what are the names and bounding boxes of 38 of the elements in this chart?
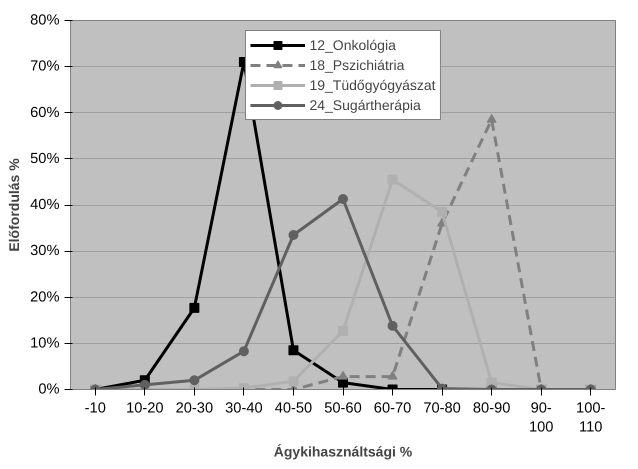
y-tick-label: 80% (30, 12, 60, 28)
y-tick-label: 70% (30, 58, 60, 75)
x-tick-label: 70-80 (423, 400, 461, 416)
x-axis-title: Ágykihasználtsági % (274, 444, 413, 460)
point (189, 302, 200, 313)
point (437, 206, 448, 217)
x-tick-label: 10-20 (126, 400, 164, 416)
y-tick-label: 10% (30, 335, 60, 352)
x-tick-label: 20-30 (176, 400, 214, 416)
legend-label: 19_Tüdőgyógyászat (309, 77, 436, 93)
y-axis-title: Előfordulás % (6, 158, 22, 252)
x-tick-label: 40-50 (274, 400, 312, 416)
point (338, 194, 348, 204)
x-tick-label: 30-40 (225, 400, 263, 416)
point (238, 346, 249, 356)
point (388, 320, 398, 331)
legend-label: 24_Sugártherápia (309, 97, 421, 113)
x-tick-label: 90-100 (528, 400, 554, 436)
point (140, 380, 150, 390)
legend-label: 12_Onkológia (309, 37, 396, 53)
y-tick-label: 0% (38, 382, 60, 398)
y-tick-label: 30% (30, 243, 60, 260)
point (388, 370, 398, 380)
y-tick-label: 20% (30, 289, 60, 306)
point (288, 345, 298, 356)
y-tick-label: 50% (30, 150, 60, 167)
x-tick-label: -10 (84, 400, 106, 416)
point (338, 370, 348, 380)
point (288, 230, 298, 240)
x-tick-label: 50-60 (324, 400, 362, 416)
y-tick-label: 60% (30, 104, 60, 121)
x-tick-label: 100-110 (576, 400, 606, 436)
legend-label: 18_Pszichiátria (309, 57, 404, 73)
point (189, 375, 200, 386)
x-tick-label: 60-70 (374, 400, 412, 416)
y-tick-label: 40% (30, 197, 60, 213)
x-tick-label: 80-90 (472, 400, 510, 416)
point (288, 376, 298, 386)
